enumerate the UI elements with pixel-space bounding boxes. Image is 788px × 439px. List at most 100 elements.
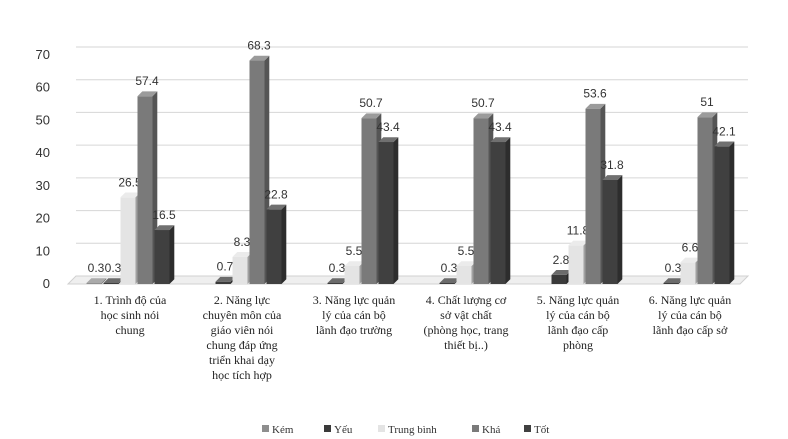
category-label: 5. Năng lực quản lý của cán bộ lãnh đạo cấ… xyxy=(537,293,619,352)
bar-front xyxy=(361,118,377,284)
bar xyxy=(602,175,623,284)
bar xyxy=(344,261,365,284)
bar-top xyxy=(266,204,287,210)
bar-front xyxy=(585,108,601,284)
category-label-line: chung xyxy=(115,323,144,337)
legend-label: Yếu xyxy=(334,424,353,436)
legend-swatch xyxy=(262,425,269,432)
category-label-line: 3. Năng lực quản xyxy=(313,293,395,307)
bar-top xyxy=(663,278,684,284)
data-label: 68.3 xyxy=(247,39,271,53)
category-label-line: sở vật chất xyxy=(440,308,492,322)
bar-front xyxy=(232,256,248,284)
category-label-line: (phòng học, trang xyxy=(424,323,509,337)
data-label: 42.1 xyxy=(712,124,736,138)
bar xyxy=(378,137,399,284)
bar-top xyxy=(602,175,623,180)
bar-front xyxy=(103,283,119,284)
legend-label: Khá xyxy=(482,424,500,436)
bar-front xyxy=(154,230,170,284)
category-label: 1. Trình độ của học sinh nói chung xyxy=(94,293,167,337)
legend-label: Tốt xyxy=(534,424,549,436)
category-label-line: lãnh đạo cấp sở xyxy=(653,323,728,337)
data-label: 51 xyxy=(700,95,714,109)
data-label: 8.3 xyxy=(234,235,251,249)
legend-label: Kém xyxy=(272,424,294,436)
bar xyxy=(154,225,175,284)
bar-front xyxy=(568,245,584,284)
data-label: 22.8 xyxy=(264,187,288,201)
category-label-line: 1. Trình độ của xyxy=(94,293,167,307)
bar xyxy=(456,261,477,284)
bar-top xyxy=(249,55,270,61)
bar-top xyxy=(680,257,701,263)
bar-side xyxy=(281,204,287,284)
bar-front xyxy=(697,117,713,285)
bar xyxy=(473,113,494,285)
bar-side xyxy=(169,225,175,284)
y-tick-label: 50 xyxy=(36,112,50,127)
bar-side xyxy=(617,175,623,284)
bar-top xyxy=(344,261,365,267)
category-label-line: giáo viên nói xyxy=(211,323,274,337)
bar-top xyxy=(327,278,348,284)
bar-front xyxy=(249,60,265,284)
data-label: 0.3 xyxy=(88,261,105,275)
bar-side xyxy=(393,137,399,284)
category-label-line: lý của cán bộ xyxy=(658,308,722,322)
data-label: 5.5 xyxy=(458,244,475,258)
bar xyxy=(120,192,141,284)
bar-side xyxy=(101,278,107,284)
data-label: 43.4 xyxy=(376,120,400,134)
bar xyxy=(249,55,270,284)
category-label: 6. Năng lực quản lý của cán bộ lãnh đạo cấ… xyxy=(649,293,731,337)
bar-front xyxy=(120,197,136,284)
y-tick-label: 0 xyxy=(43,276,50,291)
bar-front xyxy=(602,179,618,284)
bar-top xyxy=(568,240,589,246)
bar-top xyxy=(473,113,494,119)
y-tick-label: 30 xyxy=(36,178,50,193)
y-tick-label: 40 xyxy=(36,145,50,160)
data-label: 16.5 xyxy=(152,208,176,222)
legend-item: Yếu xyxy=(324,424,353,436)
bar-top xyxy=(439,278,460,284)
bar-front xyxy=(266,209,282,284)
category-label: 4. Chất lượng cơ sở vật chất (phòng học, t… xyxy=(424,293,509,352)
category-label: 2. Năng lực chuyên môn của giáo viên nói ch… xyxy=(203,293,282,382)
bar-top xyxy=(215,276,236,282)
bar xyxy=(568,240,589,284)
legend-swatch xyxy=(472,425,479,432)
bar xyxy=(551,270,572,284)
data-label: 50.7 xyxy=(359,96,383,110)
bar-top xyxy=(378,137,399,143)
data-label: 31.8 xyxy=(600,158,624,172)
data-label: 5.5 xyxy=(346,244,363,258)
bar-top xyxy=(490,137,511,143)
data-label: 11.8 xyxy=(567,223,590,237)
bar-front xyxy=(344,266,360,284)
bar xyxy=(86,278,107,284)
data-label: 0.7 xyxy=(217,260,234,274)
bar-front xyxy=(473,118,489,284)
bar-top xyxy=(551,270,572,275)
legend-item: Khá xyxy=(472,424,500,436)
category-label-line: phòng xyxy=(563,338,593,352)
bar xyxy=(490,137,511,284)
bar-top xyxy=(456,261,477,267)
bar-top xyxy=(361,113,382,119)
bar xyxy=(232,252,253,284)
bar xyxy=(266,204,287,284)
y-tick-label: 20 xyxy=(36,211,50,226)
category-label-line: lý của cán bộ xyxy=(322,308,386,322)
data-label: 57.4 xyxy=(135,74,159,88)
bar-top xyxy=(232,252,253,257)
bar-top xyxy=(120,192,141,198)
bar-side xyxy=(729,141,735,284)
bar xyxy=(585,103,606,284)
data-label: 43.4 xyxy=(488,120,512,134)
bar-front xyxy=(137,96,153,284)
data-label: 2.8 xyxy=(553,253,570,267)
bar-front xyxy=(327,283,343,284)
